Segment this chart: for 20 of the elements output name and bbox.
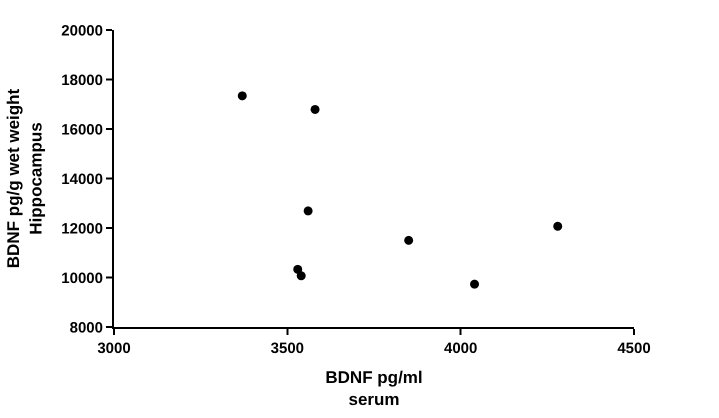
x-tick-label: 3500 xyxy=(270,340,304,357)
y-tick-label: 14000 xyxy=(61,170,103,188)
x-tick-label: 4000 xyxy=(444,340,478,357)
point xyxy=(238,91,247,100)
x-tick-label: 3000 xyxy=(97,340,131,357)
y-tick-label: 20000 xyxy=(61,22,103,40)
y-tick-label: 10000 xyxy=(61,270,103,287)
point xyxy=(296,271,306,280)
point xyxy=(310,104,320,114)
y-tick-label: 8000 xyxy=(70,319,103,336)
point xyxy=(304,206,313,216)
point xyxy=(404,236,414,245)
point xyxy=(553,222,562,231)
y-tick-label: 12000 xyxy=(61,220,103,238)
point xyxy=(470,280,480,289)
x-axis-title: BDNF pg/ml serum xyxy=(325,368,423,409)
y-axis-title: BDNF pg/g wet weight Hippocampus xyxy=(4,88,46,268)
y-tick-label: 16000 xyxy=(61,121,103,138)
x-tick-label: 4500 xyxy=(617,340,651,357)
y-tick-label: 18000 xyxy=(61,72,103,89)
